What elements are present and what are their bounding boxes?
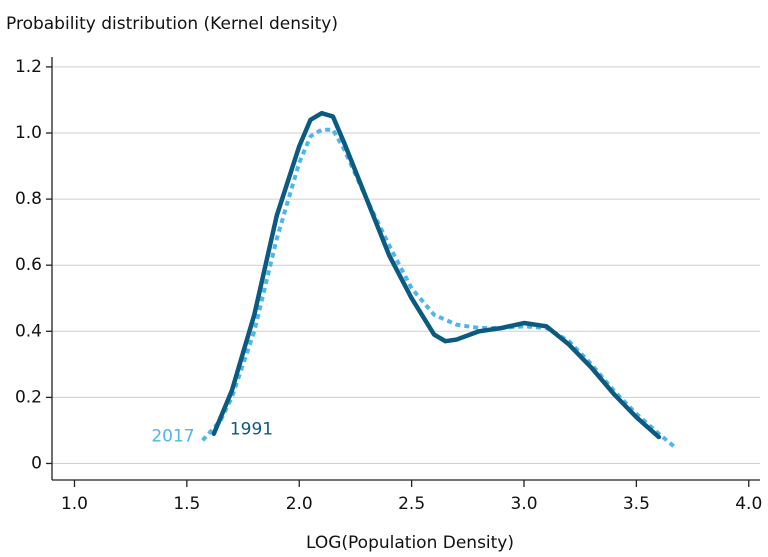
y-tick-label: 1.2 (15, 57, 42, 77)
x-tick-label: 2.5 (398, 494, 425, 514)
y-tick-label: 0.6 (15, 255, 42, 275)
x-tick-label: 3.0 (510, 494, 537, 514)
line-series (211, 110, 662, 440)
series-label: 2017 (151, 426, 194, 446)
x-tick-label: 3.5 (623, 494, 650, 514)
y-tick-label: 0 (31, 453, 42, 473)
y-tick-label: 0.2 (15, 387, 42, 407)
y-axis-label: Probability distribution (Kernel density… (6, 14, 338, 34)
x-tick-label: 1.5 (173, 494, 200, 514)
y-tick-label: 0.4 (15, 321, 42, 341)
x-axis-label: LOG(Population Density) (306, 533, 514, 553)
y-tick-label: 0.8 (15, 189, 42, 209)
x-tick-label: 1.0 (61, 494, 88, 514)
line-series (201, 127, 676, 449)
x-tick-label: 4.0 (735, 494, 762, 514)
x-tick-label: 2.0 (286, 494, 313, 514)
series-label: 1991 (230, 420, 273, 440)
y-tick-label: 1.0 (15, 123, 42, 143)
